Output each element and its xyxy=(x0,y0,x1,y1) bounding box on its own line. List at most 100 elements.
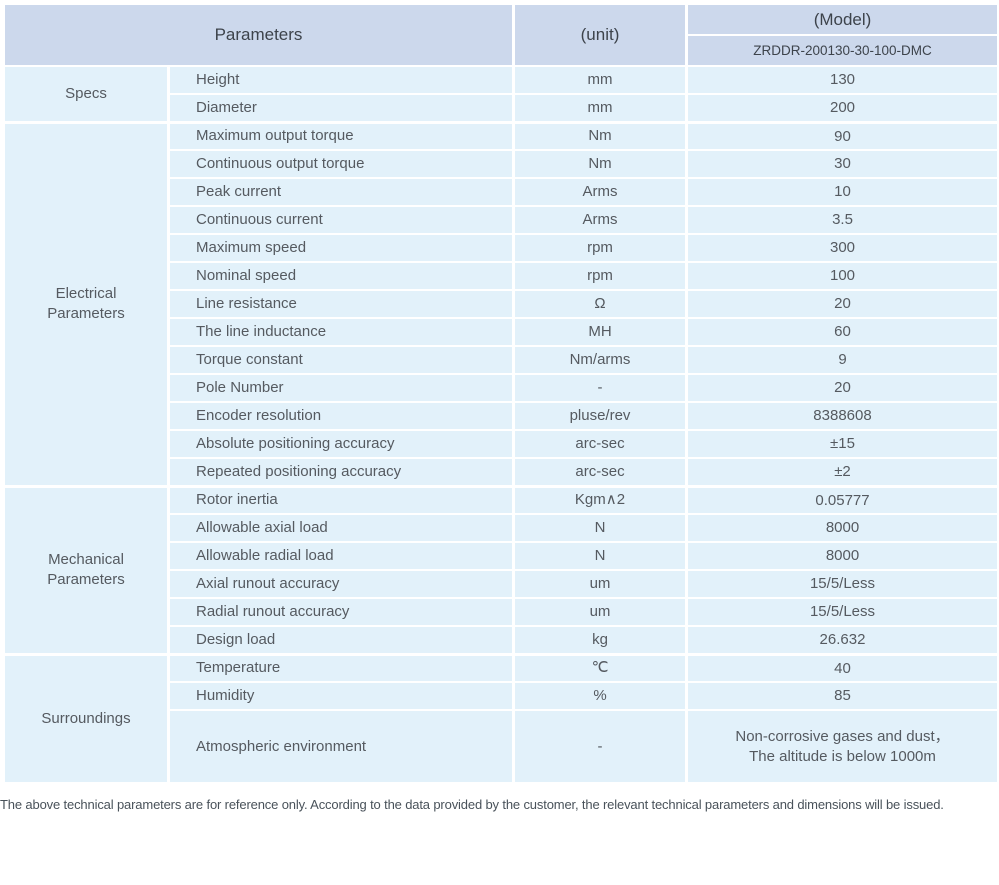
spec-sheet: Parameters (unit) (Model) ZRDDR-200130-3… xyxy=(0,3,999,812)
param-cell: Torque constant xyxy=(167,345,515,375)
spec-table: Parameters (unit) (Model) ZRDDR-200130-3… xyxy=(2,3,999,784)
param-cell: Encoder resolution xyxy=(167,401,515,431)
value-cell: 0.05777 xyxy=(685,484,999,515)
value-cell: 8388608 xyxy=(685,401,999,431)
table-row: Allowable axial load N 8000 xyxy=(4,513,999,543)
value-cell: 15/5/Less xyxy=(685,597,999,627)
header-unit: (unit) xyxy=(512,3,688,67)
table-row: Axial runout accuracy um 15/5/Less xyxy=(4,569,999,599)
unit-cell: Ω xyxy=(512,289,688,319)
value-cell: 100 xyxy=(685,261,999,291)
table-row: Continuous output torque Nm 30 xyxy=(4,149,999,179)
param-cell: Rotor inertia xyxy=(167,484,515,515)
param-cell: Radial runout accuracy xyxy=(167,597,515,627)
unit-cell: Arms xyxy=(512,205,688,235)
table-row: Continuous current Arms 3.5 xyxy=(4,205,999,235)
footer-note: The above technical parameters are for r… xyxy=(0,797,944,812)
unit-cell: Arms xyxy=(512,177,688,207)
param-cell: Maximum speed xyxy=(167,233,515,263)
table-row: Repeated positioning accuracy arc-sec ±2 xyxy=(4,457,999,487)
value-cell: ±15 xyxy=(685,429,999,459)
unit-cell: mm xyxy=(512,93,688,123)
table-row: Peak current Arms 10 xyxy=(4,177,999,207)
table-row: Electrical Parameters Maximum output torq… xyxy=(2,120,999,487)
table-row: Humidity% 85 xyxy=(4,681,999,711)
param-cell: Atmospheric environment xyxy=(167,709,515,784)
unit-cell: % xyxy=(512,681,688,711)
unit-cell: Nm xyxy=(512,149,688,179)
value-cell: 8000 xyxy=(685,513,999,543)
value-cell: 8000 xyxy=(685,541,999,571)
param-cell: Continuous current xyxy=(167,205,515,235)
param-cell: Temperature xyxy=(167,652,515,683)
group-label-cell: Mechanical Parameters xyxy=(2,484,170,655)
unit-cell: arc-sec xyxy=(512,429,688,459)
value-cell: ±2 xyxy=(685,457,999,487)
value-cell: 300 xyxy=(685,233,999,263)
value-cell: 30 xyxy=(685,149,999,179)
unit-cell: rpm xyxy=(512,233,688,263)
header-parameters: Parameters xyxy=(2,3,515,67)
unit-cell: ℃ xyxy=(512,652,688,683)
group-label: Mechanical Parameters xyxy=(47,550,125,588)
unit-cell: - xyxy=(512,373,688,403)
value-cell: 9 xyxy=(685,345,999,375)
param-cell: Peak current xyxy=(167,177,515,207)
value-cell: 40 xyxy=(685,652,999,683)
group-label-cell: Surroundings xyxy=(2,652,170,784)
unit-cell: pluse/rev xyxy=(512,401,688,431)
table-row: Radial runout accuracy um 15/5/Less xyxy=(4,597,999,627)
unit-cell: mm xyxy=(512,65,688,95)
param-cell: Repeated positioning accuracy xyxy=(167,457,515,487)
value-cell: 15/5/Less xyxy=(685,569,999,599)
value-cell: 85 xyxy=(685,681,999,711)
param-cell: The line inductance xyxy=(167,317,515,347)
value-cell: Non-corrosive gases and dust， The altitu… xyxy=(685,709,999,784)
value-cell: 20 xyxy=(685,373,999,403)
header-model-code: ZRDDR-200130-30-100-DMC xyxy=(685,34,999,67)
unit-cell: rpm xyxy=(512,261,688,291)
param-cell: Allowable axial load xyxy=(167,513,515,543)
group-label-cell: Specs xyxy=(2,65,170,123)
header-model: (Model) xyxy=(685,3,999,36)
param-cell: Nominal speed xyxy=(167,261,515,291)
value-cell: 20 xyxy=(685,289,999,319)
unit-cell: MH xyxy=(512,317,688,347)
group-label: Specs xyxy=(65,84,107,102)
unit-cell: kg xyxy=(512,625,688,655)
value-cell: 26.632 xyxy=(685,625,999,655)
value-cell: 10 xyxy=(685,177,999,207)
unit-cell: um xyxy=(512,597,688,627)
unit-cell: Nm/arms xyxy=(512,345,688,375)
group-label-cell: Electrical Parameters xyxy=(2,120,170,487)
table-header: Parameters (unit) (Model) ZRDDR-200130-3… xyxy=(2,3,999,67)
value-cell: 200 xyxy=(685,93,999,123)
param-cell: Maximum output torque xyxy=(167,120,515,151)
unit-cell: arc-sec xyxy=(512,457,688,487)
value-cell: 130 xyxy=(685,65,999,95)
table-row: Nominal speed rpm 100 xyxy=(4,261,999,291)
table-row: Surroundings Temperature ℃ 40 xyxy=(2,652,999,784)
table-row: Allowable radial load N 8000 xyxy=(4,541,999,571)
unit-cell: Nm xyxy=(512,120,688,151)
param-cell: Absolute positioning accuracy xyxy=(167,429,515,459)
table-row: Atmospheric environment - Non-corrosive ga… xyxy=(4,709,999,784)
table-row: Diameter mm 200 xyxy=(4,93,999,123)
param-cell: Design load xyxy=(167,625,515,655)
param-cell: Line resistance xyxy=(167,289,515,319)
unit-cell: Kgm∧2 xyxy=(512,484,688,515)
param-cell: Continuous output torque xyxy=(167,149,515,179)
table-row: Design load kg 26.632 xyxy=(4,625,999,655)
table-row: Specs Height mm 130 xyxy=(2,65,999,123)
unit-cell: N xyxy=(512,513,688,543)
param-cell: Diameter xyxy=(167,93,515,123)
unit-cell: um xyxy=(512,569,688,599)
table-row: Mechanical Parameters Rotor inertia Kgm∧2 0… xyxy=(2,484,999,655)
table-row: Encoder resolution pluse/rev 8388608 xyxy=(4,401,999,431)
value-cell: 3.5 xyxy=(685,205,999,235)
param-cell: Height xyxy=(167,65,515,95)
table-row: Pole Number -20 xyxy=(4,373,999,403)
value-cell: 60 xyxy=(685,317,999,347)
group-label: Surroundings xyxy=(41,709,131,727)
table-body: Specs Height mm 130 Diameter mm 200 Electrical … xyxy=(2,65,999,784)
